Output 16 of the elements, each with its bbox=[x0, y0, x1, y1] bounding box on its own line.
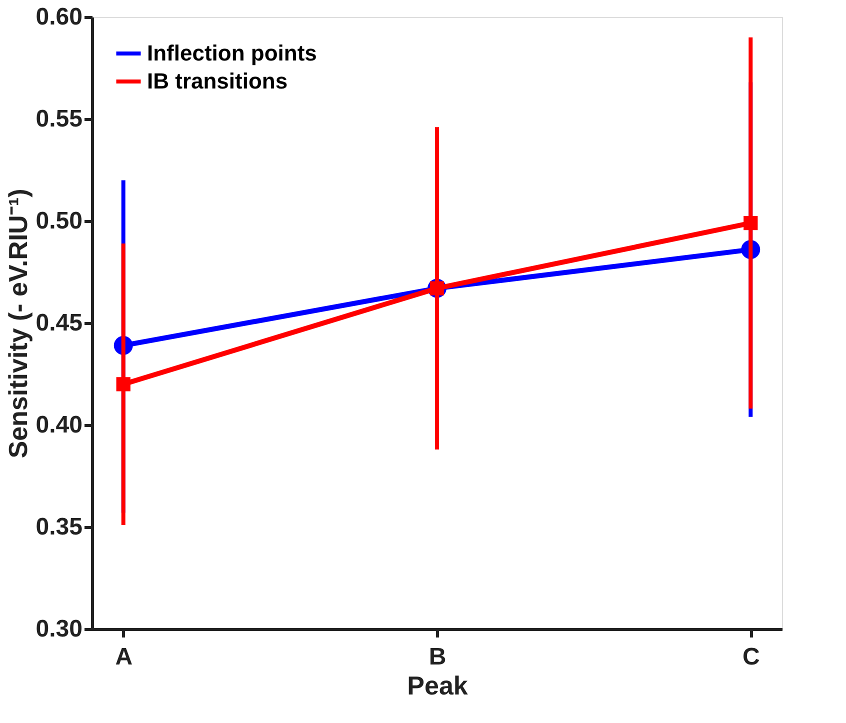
y-tick-label: 0.45 bbox=[36, 310, 82, 336]
y-tick-label: 0.60 bbox=[36, 4, 82, 30]
y-tick-label: 0.50 bbox=[36, 208, 82, 234]
legend-label: IB transitions bbox=[147, 68, 288, 94]
y-tick-label: 0.30 bbox=[36, 616, 82, 642]
x-tick-label: A bbox=[115, 644, 133, 670]
point bbox=[116, 377, 130, 392]
legend-label: Inflection points bbox=[147, 40, 317, 66]
x-axis-title: Peak bbox=[407, 670, 468, 700]
y-tick-label: 0.35 bbox=[36, 514, 82, 540]
y-axis-title: Sensitivity (- eV.RIU⁻¹) bbox=[2, 188, 33, 458]
x-tick-label: C bbox=[742, 644, 760, 670]
x-tick-label: B bbox=[428, 644, 446, 670]
y-tick-label: 0.40 bbox=[36, 412, 82, 438]
point bbox=[744, 216, 758, 230]
y-tick-label: 0.55 bbox=[36, 106, 82, 132]
